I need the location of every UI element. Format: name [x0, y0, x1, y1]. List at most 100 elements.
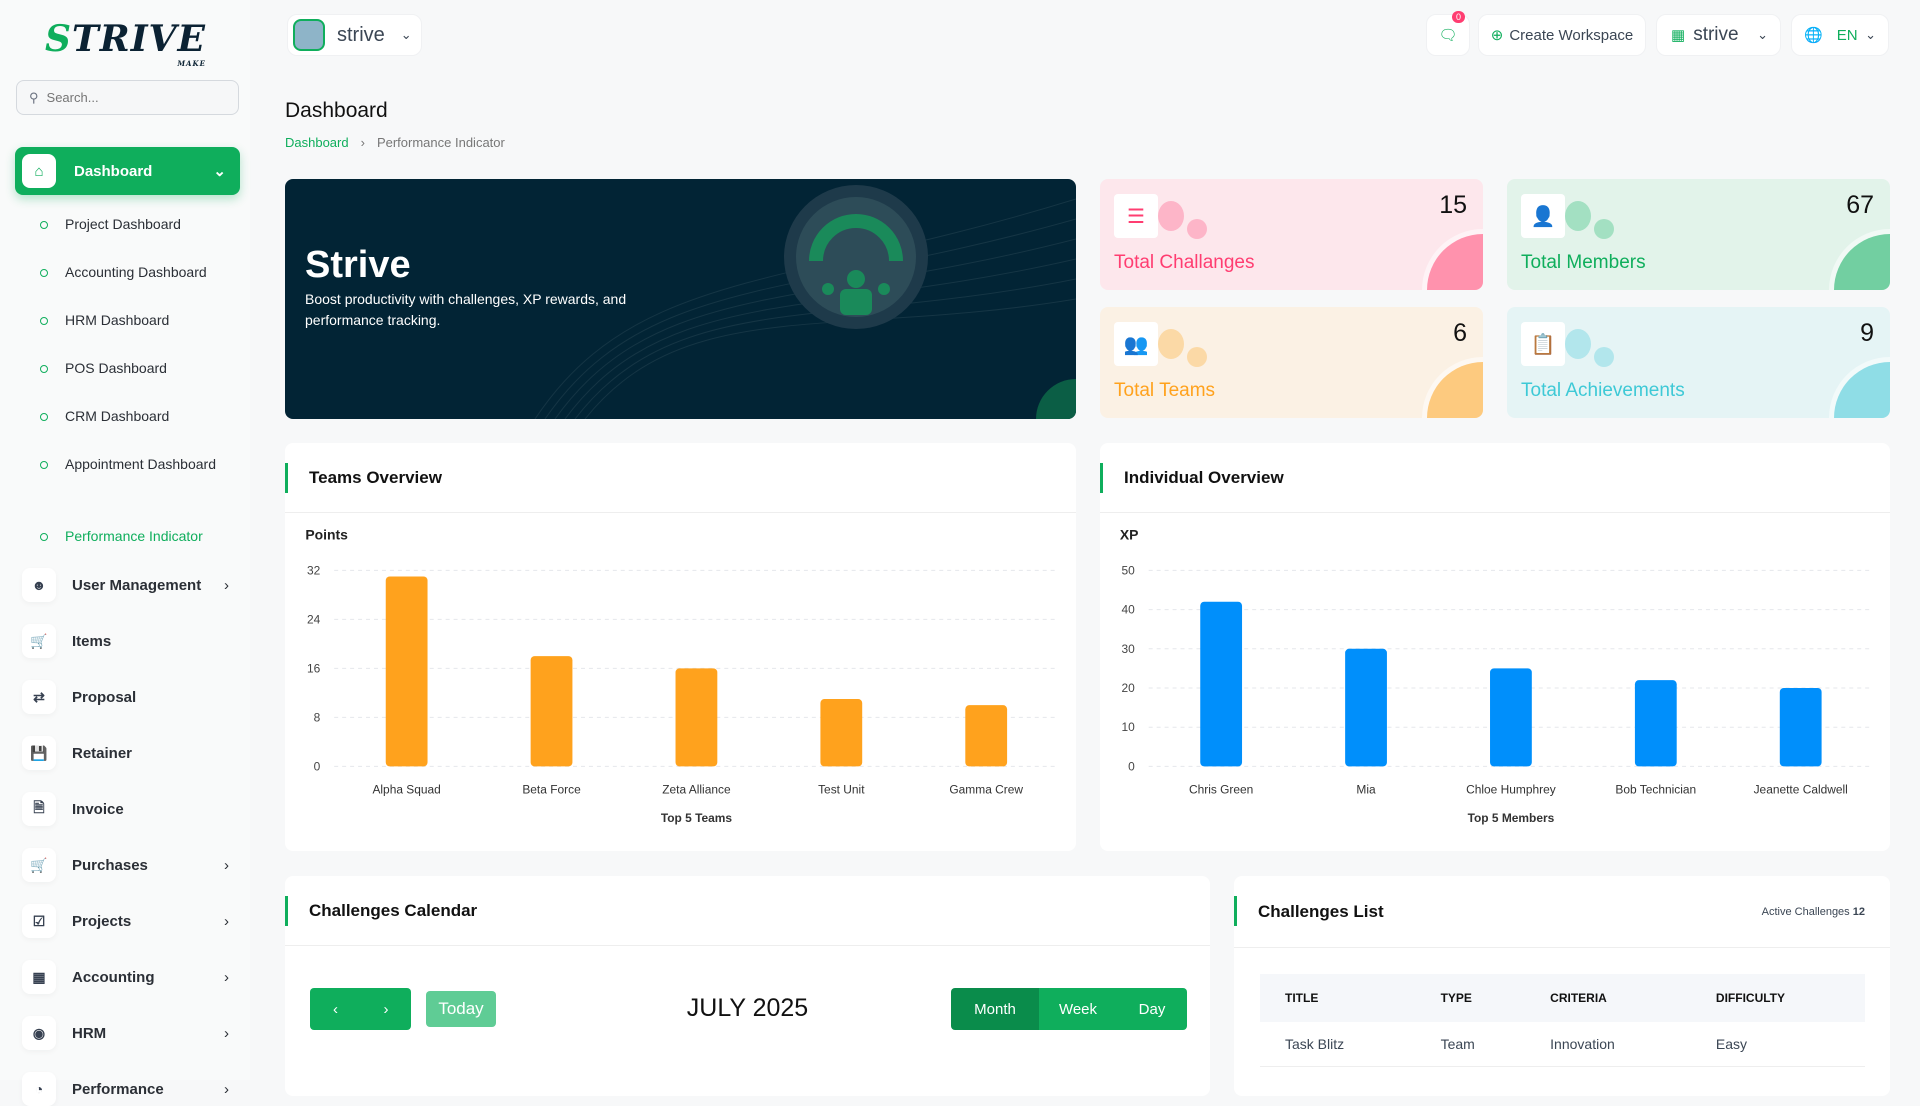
sidebar-item-label: Accounting	[72, 968, 155, 986]
search-input[interactable]	[46, 90, 217, 105]
sidebar-item-label: Dashboard	[74, 162, 153, 180]
subitem-label: Appointment Dashboard	[65, 456, 216, 472]
members-bar-chart: XP 0 10 20 30 40 50 Chris Green Mia Chloe Humphre…	[1120, 527, 1874, 825]
chevron-right-icon: ›	[224, 1080, 229, 1098]
x-axis-title: Top 5 Members	[1468, 811, 1555, 825]
sidebar-item[interactable]: ☻ User Management ›	[22, 568, 237, 602]
team-icon: 👥	[1114, 322, 1158, 366]
sidebar-item[interactable]: ◉ HRM ›	[22, 1016, 237, 1050]
bar	[1779, 687, 1822, 767]
plus-circle-icon: ⊕	[1490, 27, 1504, 44]
notification-badge: 0	[1451, 11, 1465, 23]
sidebar-item[interactable]: ☑ Projects ›	[22, 904, 237, 938]
chevron-left-icon: ‹	[333, 1000, 338, 1018]
workspace-name: strive	[337, 23, 385, 46]
messages-button[interactable]: 🗨 0	[1426, 11, 1470, 56]
company-switcher[interactable]: ▦ strive ⌄	[1656, 14, 1781, 56]
bar	[1200, 601, 1243, 767]
y-tick-label: 50	[1121, 563, 1135, 577]
y-tick-label: 20	[1121, 681, 1135, 695]
chevron-down-icon: ⌄	[213, 163, 226, 180]
view-week-button[interactable]: Week	[1039, 988, 1117, 1030]
teams-overview-card: Teams Overview Points 0 8 16 24 32 Alpha Squad…	[285, 443, 1076, 851]
x-tick-label: Jeanette Caldwell	[1754, 782, 1848, 796]
chevron-right-icon: ›	[383, 1000, 389, 1018]
stat-value: 6	[1453, 319, 1467, 347]
bar	[965, 705, 1008, 767]
sidebar-item[interactable]: 🗎 Invoice	[22, 792, 237, 826]
chevron-right-icon: ›	[224, 576, 229, 594]
y-tick-label: 10	[1121, 720, 1135, 734]
table-cell: Team	[1415, 1022, 1526, 1067]
table-cell: Easy	[1690, 1022, 1865, 1067]
today-button[interactable]: Today	[426, 991, 496, 1027]
clipboard-check-icon: 📋	[1521, 322, 1565, 366]
stat-value: 67	[1846, 191, 1874, 219]
workspace-switcher[interactable]: strive ⌄	[287, 14, 422, 56]
sidebar-item[interactable]: ◔ Performance ›	[22, 1072, 237, 1106]
cart-icon: 🛒	[22, 848, 56, 882]
sidebar-subitem[interactable]: CRM Dashboard	[40, 406, 220, 427]
logo: STRIVE MAKE	[45, 18, 206, 68]
bar	[1490, 668, 1532, 767]
apps-icon: ▦	[1671, 27, 1686, 44]
user-icon: 👤	[1521, 194, 1565, 238]
sidebar-item-dashboard[interactable]: ⌂ Dashboard ⌄	[15, 147, 240, 195]
x-tick-label: Beta Force	[522, 782, 581, 796]
column-header: TITLE	[1260, 974, 1416, 1022]
bar	[385, 576, 428, 767]
challenges-list-card: Challenges List Active Challenges 12 TITL…	[1234, 876, 1890, 1096]
user-focus-icon: ◉	[22, 1016, 56, 1050]
x-tick-label: Bob Technician	[1615, 782, 1696, 796]
breadcrumb: Dashboard › Performance Indicator	[285, 135, 505, 150]
column-header: CRITERIA	[1525, 974, 1691, 1022]
x-tick-label: Gamma Crew	[949, 782, 1023, 796]
challenges-table: TITLE TYPE CRITERIA DIFFICULTY Task Blitz Tea…	[1260, 974, 1865, 1067]
sidebar-item[interactable]: 💾 Retainer	[22, 736, 237, 770]
subitem-label: POS Dashboard	[65, 360, 167, 376]
x-axis-title: Top 5 Teams	[661, 811, 733, 825]
sidebar-subitem[interactable]: HRM Dashboard	[40, 310, 220, 331]
prev-month-button[interactable]: ‹	[310, 988, 361, 1030]
table-row[interactable]: Task Blitz Team Innovation Easy	[1260, 1022, 1865, 1067]
sidebar-item[interactable]: 🛒 Purchases ›	[22, 848, 237, 882]
sidebar-item[interactable]: ⇄ Proposal	[22, 680, 237, 714]
x-tick-label: Alpha Squad	[372, 782, 440, 796]
sidebar-item[interactable]: 🛒 Items	[22, 624, 237, 658]
y-axis-title: Points	[305, 527, 348, 543]
chat-icon: 🗨	[1438, 27, 1458, 44]
stat-card: 👥 6 Total Teams	[1100, 307, 1483, 418]
sidebar-subitem[interactable]: Project Dashboard	[40, 214, 220, 235]
create-workspace-button[interactable]: ⊕ Create Workspace	[1478, 14, 1646, 56]
sidebar-item[interactable]: ▦ Accounting ›	[22, 960, 237, 994]
sidebar-subitem[interactable]: Appointment Dashboard	[40, 454, 220, 475]
x-tick-label: Zeta Alliance	[662, 782, 731, 796]
stat-card: 📋 9 Total Achievements	[1507, 307, 1890, 418]
search-box[interactable]: ⚲	[16, 80, 239, 115]
y-tick-label: 40	[1121, 603, 1135, 617]
sidebar-subitem[interactable]: Accounting Dashboard	[40, 262, 220, 283]
y-axis-title: XP	[1120, 527, 1139, 543]
x-tick-label: Mia	[1356, 782, 1376, 796]
sidebar-subitem[interactable]: POS Dashboard	[40, 358, 220, 379]
language-switcher[interactable]: 🌐 EN ⌄	[1791, 14, 1889, 56]
challenges-calendar-card: Challenges Calendar ‹ › Today JULY 2025 …	[285, 876, 1210, 1096]
stat-card: ☰ 15 Total Challanges	[1100, 179, 1483, 290]
page-title: Dashboard	[285, 99, 388, 122]
banner-title: Strive	[305, 244, 411, 286]
card-title: Challenges Calendar	[285, 876, 1210, 946]
breadcrumb-dashboard[interactable]: Dashboard	[285, 135, 349, 150]
active-label: Active Challenges	[1761, 905, 1850, 918]
company-name: strive	[1693, 24, 1739, 45]
language-label: EN	[1836, 26, 1858, 44]
chevron-down-icon: ⌄	[1757, 27, 1768, 42]
chevron-down-icon: ⌄	[1865, 27, 1876, 42]
active-count: 12	[1852, 905, 1865, 918]
view-day-button[interactable]: Day	[1117, 988, 1187, 1030]
sidebar-subitem[interactable]: Performance Indicator	[40, 526, 220, 547]
bar	[1634, 680, 1677, 767]
next-month-button[interactable]: ›	[361, 988, 411, 1030]
x-tick-label: Chloe Humphrey	[1466, 782, 1556, 796]
y-tick-label: 32	[307, 563, 321, 577]
view-month-button[interactable]: Month	[951, 988, 1039, 1030]
